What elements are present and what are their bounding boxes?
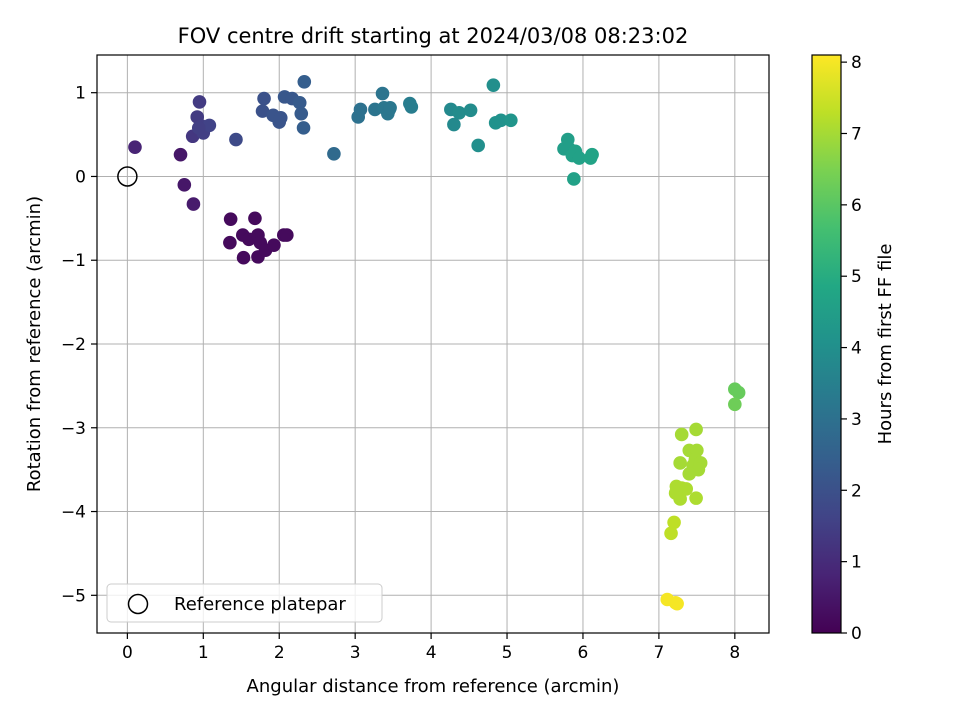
colorbar-frame bbox=[811, 54, 842, 634]
data-point bbox=[177, 178, 192, 192]
data-point bbox=[173, 147, 188, 162]
y-tick-label: 1 bbox=[75, 84, 86, 104]
data-point bbox=[280, 228, 294, 242]
colorbar-ticks: 0 1 2 3 4 5 6 7 8 bbox=[841, 53, 862, 644]
data-point bbox=[585, 147, 599, 162]
x-tick-label: 0 bbox=[122, 643, 133, 663]
y-tick-label: −2 bbox=[61, 335, 86, 355]
y-axis-label: Rotation from reference (arcmin) bbox=[24, 196, 45, 492]
data-point bbox=[679, 482, 694, 496]
data-point bbox=[257, 91, 271, 106]
data-point bbox=[191, 121, 206, 135]
legend-box bbox=[106, 583, 383, 623]
y-tick-label: −5 bbox=[61, 586, 86, 606]
data-point bbox=[667, 515, 681, 530]
data-point bbox=[255, 104, 270, 118]
data-point bbox=[296, 121, 311, 135]
data-point bbox=[229, 132, 243, 147]
x-tick-label: 1 bbox=[198, 643, 209, 663]
data-point bbox=[223, 212, 238, 226]
x-tick-label: 7 bbox=[653, 643, 664, 663]
x-tick-label: 4 bbox=[426, 643, 437, 663]
x-axis-label: Angular distance from reference (arcmin) bbox=[247, 676, 620, 697]
data-point bbox=[670, 596, 684, 611]
colorbar bbox=[812, 55, 841, 633]
data-point bbox=[447, 117, 461, 132]
data-point bbox=[463, 103, 478, 118]
scatter-points bbox=[117, 75, 746, 611]
data-point bbox=[383, 100, 397, 115]
colorbar-tick-label: 1 bbox=[851, 553, 862, 573]
data-point bbox=[674, 427, 689, 442]
data-point bbox=[682, 467, 697, 481]
data-point bbox=[273, 111, 288, 125]
data-point bbox=[327, 147, 341, 161]
data-point bbox=[689, 422, 703, 437]
reference-platepar-marker bbox=[117, 166, 138, 187]
data-point bbox=[297, 75, 312, 89]
data-point bbox=[486, 78, 501, 92]
data-point bbox=[452, 106, 466, 120]
x-tick-label: 2 bbox=[274, 643, 285, 663]
data-point bbox=[223, 235, 237, 250]
x-tick-label: 5 bbox=[502, 643, 513, 663]
data-point bbox=[375, 86, 390, 101]
y-tick-label: −3 bbox=[61, 419, 86, 439]
colorbar-label: Hours from first FF file bbox=[875, 244, 896, 445]
chart-title: FOV centre drift starting at 2024/03/08 … bbox=[178, 24, 689, 48]
data-point bbox=[267, 238, 281, 252]
data-point bbox=[404, 100, 419, 114]
legend-marker-reference bbox=[127, 593, 149, 615]
colorbar-tick-label: 7 bbox=[851, 124, 862, 144]
data-point bbox=[128, 140, 142, 154]
colorbar-tick-label: 6 bbox=[851, 196, 862, 216]
grid bbox=[97, 55, 769, 633]
data-point bbox=[248, 211, 262, 226]
data-point bbox=[567, 172, 581, 186]
data-point bbox=[731, 385, 746, 400]
data-point bbox=[202, 118, 217, 133]
colorbar-tick-label: 4 bbox=[851, 339, 862, 359]
y-tick-label: −4 bbox=[61, 503, 86, 523]
legend-label-reference: Reference platepar bbox=[174, 594, 346, 615]
data-point bbox=[504, 113, 518, 128]
axis-ticks: 0 1 2 3 4 5 6 7 8 1 0 −1 −2 −3 −4 −5 bbox=[61, 84, 740, 663]
data-point bbox=[294, 106, 309, 121]
data-point bbox=[689, 491, 703, 505]
colorbar-tick-label: 5 bbox=[851, 267, 862, 287]
x-tick-label: 6 bbox=[578, 643, 589, 663]
data-point bbox=[236, 250, 251, 265]
legend: Reference platepar bbox=[106, 583, 383, 623]
colorbar-tick-label: 3 bbox=[851, 410, 862, 430]
x-tick-label: 3 bbox=[350, 643, 361, 663]
x-tick-label: 8 bbox=[729, 643, 740, 663]
data-point bbox=[353, 102, 368, 117]
data-point bbox=[292, 95, 307, 110]
data-point bbox=[494, 113, 508, 128]
colorbar-tick-label: 0 bbox=[851, 624, 862, 644]
data-point bbox=[673, 492, 687, 506]
data-point bbox=[673, 456, 687, 470]
data-point bbox=[572, 151, 586, 165]
colorbar-tick-label: 8 bbox=[851, 53, 862, 73]
data-point bbox=[192, 95, 207, 109]
data-point bbox=[728, 397, 742, 412]
data-point bbox=[186, 197, 201, 211]
y-tick-label: −1 bbox=[61, 251, 86, 271]
colorbar-tick-label: 2 bbox=[851, 481, 862, 501]
data-point bbox=[471, 138, 485, 153]
data-point bbox=[664, 526, 678, 541]
y-tick-label: 0 bbox=[75, 167, 86, 187]
